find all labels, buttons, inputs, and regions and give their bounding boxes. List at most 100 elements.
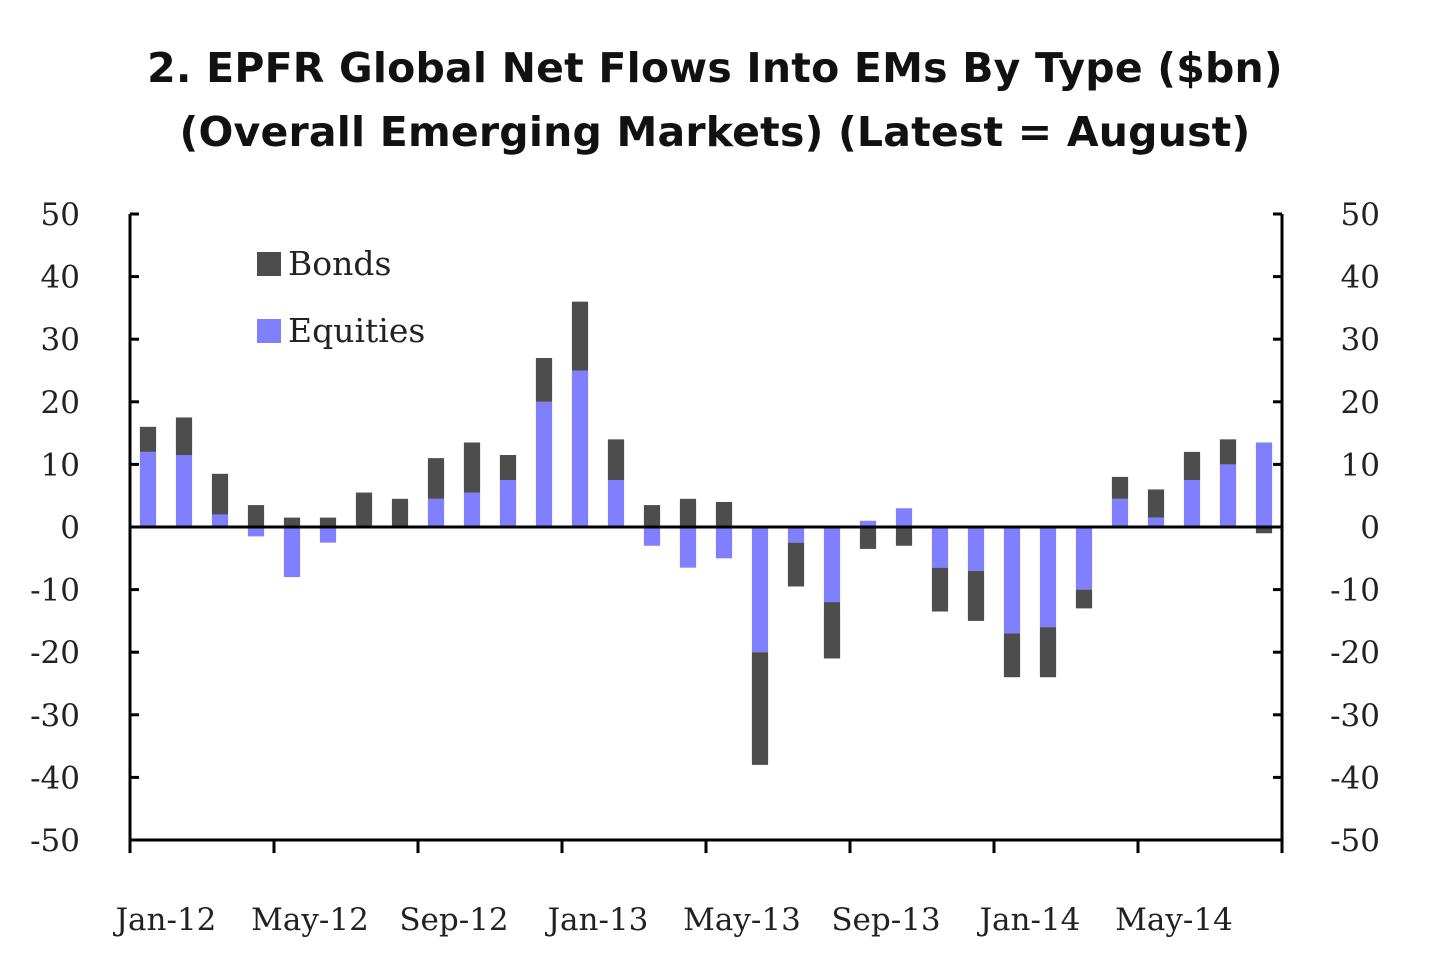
chart-title-line-2: (Overall Emerging Markets) (Latest = Aug… — [179, 108, 1251, 156]
y-tick-label-right: 20 — [1341, 385, 1380, 421]
bar-equities-Jan-13 — [571, 370, 589, 527]
x-tick-label-Jan-14: Jan-14 — [977, 902, 1081, 938]
bar-equities-Mar-12 — [211, 514, 229, 527]
bar-equities-Jun-12 — [319, 527, 337, 543]
bar-bonds-Dec-12 — [535, 357, 553, 402]
bars-layer — [139, 301, 1273, 765]
legend-swatch-bonds — [257, 252, 281, 276]
y-tick-label-right: 0 — [1360, 510, 1380, 546]
y-tick-label-left: 50 — [41, 197, 80, 233]
bar-equities-Jan-14 — [1003, 527, 1021, 634]
bar-equities-Jun-14 — [1183, 480, 1201, 527]
y-tick-label-right: 40 — [1341, 260, 1380, 296]
y-tick-label-right: -10 — [1330, 573, 1380, 609]
bar-bonds-Jun-14 — [1183, 451, 1201, 481]
bar-bonds-Jul-12 — [355, 492, 373, 527]
bar-bonds-Jul-14 — [1219, 439, 1237, 465]
bar-bonds-Jun-12 — [319, 517, 337, 527]
bar-bonds-Jan-12 — [139, 426, 157, 452]
bar-bonds-Nov-13 — [931, 567, 949, 612]
y-tick-label-left: 10 — [41, 447, 80, 483]
bar-equities-Feb-12 — [175, 455, 193, 527]
bar-equities-Oct-13 — [895, 508, 913, 527]
legend-label-bonds: Bonds — [288, 244, 391, 283]
bar-equities-Nov-12 — [499, 480, 517, 527]
y-tick-label-left: 20 — [41, 385, 80, 421]
y-tick-label-left: -40 — [30, 760, 80, 796]
bar-equities-Sep-12 — [427, 498, 445, 527]
bar-equities-May-12 — [283, 527, 301, 578]
y-tick-label-right: 30 — [1341, 322, 1380, 358]
bar-bonds-Apr-13 — [679, 498, 697, 527]
x-tick-label-May-14: May-14 — [1115, 902, 1233, 938]
bar-bonds-Feb-14 — [1039, 627, 1057, 678]
bar-equities-Mar-14 — [1075, 527, 1093, 590]
bar-bonds-Feb-13 — [607, 439, 625, 481]
bar-equities-Nov-13 — [931, 527, 949, 568]
bar-bonds-Mar-13 — [643, 505, 661, 527]
x-tick-label-Sep-12: Sep-12 — [399, 902, 508, 938]
bar-equities-Oct-12 — [463, 492, 481, 527]
legend-label-equities: Equities — [288, 311, 425, 350]
y-tick-label-left: 40 — [41, 260, 80, 296]
bar-bonds-Mar-12 — [211, 473, 229, 515]
bar-equities-Sep-13 — [859, 520, 877, 527]
bar-equities-Mar-13 — [643, 527, 661, 546]
bar-bonds-Sep-12 — [427, 458, 445, 499]
y-tick-label-left: 30 — [41, 322, 80, 358]
y-tick-label-right: 50 — [1341, 197, 1380, 233]
bar-bonds-Aug-14 — [1255, 527, 1273, 534]
bar-equities-Apr-12 — [247, 527, 265, 537]
bar-bonds-Jan-14 — [1003, 633, 1021, 678]
y-tick-label-left: -30 — [30, 698, 80, 734]
bar-bonds-Oct-13 — [895, 527, 913, 546]
bar-bonds-Aug-13 — [823, 602, 841, 659]
y-tick-label-left: -20 — [30, 635, 80, 671]
bar-bonds-Apr-12 — [247, 505, 265, 527]
bar-equities-Jul-14 — [1219, 464, 1237, 527]
chart-title-line-1: 2. EPFR Global Net Flows Into EMs By Typ… — [147, 44, 1283, 92]
y-tick-label-right: -40 — [1330, 760, 1380, 796]
bar-bonds-Jan-13 — [571, 301, 589, 371]
x-tick-label-Jan-12: Jan-12 — [113, 902, 217, 938]
bar-bonds-Feb-12 — [175, 417, 193, 456]
legend-swatch-equities — [257, 319, 281, 343]
bar-equities-Apr-14 — [1111, 498, 1129, 527]
bar-bonds-Aug-12 — [391, 498, 409, 527]
legend: Bonds Equities — [257, 244, 425, 350]
y-tick-label-left: -10 — [30, 573, 80, 609]
bar-equities-Apr-13 — [679, 527, 697, 568]
bar-equities-Dec-13 — [967, 527, 985, 571]
bar-equities-Dec-12 — [535, 401, 553, 527]
x-tick-label-Sep-13: Sep-13 — [831, 902, 940, 938]
y-tick-label-left: 0 — [60, 510, 80, 546]
bar-equities-Aug-14 — [1255, 442, 1273, 527]
x-tick-label-Jan-13: Jan-13 — [545, 902, 649, 938]
bar-bonds-Jun-13 — [751, 652, 769, 765]
bar-equities-May-14 — [1147, 517, 1165, 527]
bar-equities-Feb-14 — [1039, 527, 1057, 628]
bar-equities-Aug-13 — [823, 527, 841, 603]
bar-bonds-Mar-14 — [1075, 589, 1093, 609]
bar-bonds-May-14 — [1147, 489, 1165, 518]
bar-equities-Jun-13 — [751, 527, 769, 653]
y-tick-label-right: -50 — [1330, 823, 1380, 859]
bar-equities-May-13 — [715, 527, 733, 559]
bar-bonds-Jul-13 — [787, 542, 805, 587]
bar-bonds-Nov-12 — [499, 455, 517, 481]
bar-bonds-May-13 — [715, 501, 733, 527]
y-tick-label-right: 10 — [1341, 447, 1380, 483]
x-tick-label-May-12: May-12 — [251, 902, 369, 938]
bar-equities-Jul-13 — [787, 527, 805, 543]
y-tick-label-right: -20 — [1330, 635, 1380, 671]
y-tick-label-right: -30 — [1330, 698, 1380, 734]
x-tick-label-May-13: May-13 — [683, 902, 801, 938]
y-tick-label-left: -50 — [30, 823, 80, 859]
bar-bonds-Sep-13 — [859, 527, 877, 549]
bar-bonds-Oct-12 — [463, 442, 481, 493]
axes-layer: -50 -50 -40 -40 -30 -30 -20 -20 -10 -10 0 0 10 10 20 20… — [30, 197, 1380, 938]
bar-bonds-Dec-13 — [967, 570, 985, 621]
bar-bonds-May-12 — [283, 517, 301, 527]
